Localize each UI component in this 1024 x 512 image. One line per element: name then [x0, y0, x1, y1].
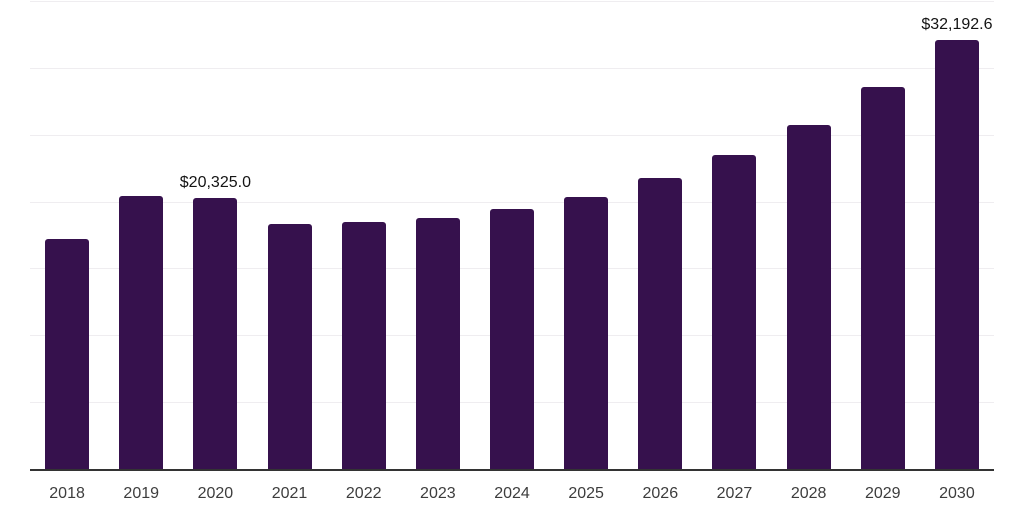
bar-2020[interactable] — [193, 198, 238, 470]
gridline — [30, 201, 994, 203]
gridline — [30, 134, 994, 136]
bar-2025[interactable] — [564, 197, 609, 470]
bar-value-label-2030: $32,192.6 — [921, 15, 993, 33]
bar-2018[interactable] — [45, 239, 90, 470]
x-tick-label-2026: 2026 — [642, 485, 679, 502]
x-tick-label-2020: 2020 — [197, 485, 234, 502]
x-tick-label-2021: 2021 — [271, 485, 308, 502]
gridline — [30, 67, 994, 69]
bar-2022[interactable] — [341, 222, 386, 470]
x-tick-label-2027: 2027 — [716, 485, 753, 502]
x-tick-label-2024: 2024 — [494, 485, 530, 502]
bar-2019[interactable] — [119, 196, 164, 470]
bar-2028[interactable] — [786, 125, 831, 470]
x-tick-label-2018: 2018 — [49, 485, 85, 502]
bar-value-label-2020: $20,325.0 — [179, 174, 251, 192]
bar-2023[interactable] — [415, 218, 460, 470]
gridline — [30, 1, 994, 2]
x-axis-line — [30, 469, 994, 471]
x-tick-label-2028: 2028 — [790, 485, 827, 502]
plot-area: 2018 2019 $20,325.0 2020 2021 2022 2023 2024 202… — [30, 1, 994, 502]
bar-2027[interactable] — [712, 154, 757, 470]
x-tick-label-2029: 2029 — [864, 485, 901, 502]
bar-2026[interactable] — [638, 178, 683, 470]
x-tick-label-2023: 2023 — [420, 485, 456, 502]
x-tick-label-2030: 2030 — [939, 485, 975, 502]
bar-2021[interactable] — [267, 224, 312, 470]
x-tick-label-2025: 2025 — [568, 485, 604, 502]
x-tick-label-2022: 2022 — [345, 485, 382, 502]
bar-2030[interactable] — [934, 39, 979, 470]
x-tick-label-2019: 2019 — [123, 485, 160, 502]
bar-2024[interactable] — [490, 208, 534, 470]
bar-2029[interactable] — [860, 86, 905, 470]
